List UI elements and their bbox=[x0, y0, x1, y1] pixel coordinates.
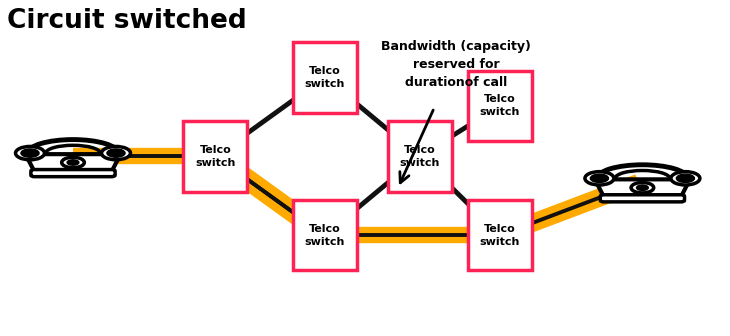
FancyBboxPatch shape bbox=[468, 200, 532, 270]
Circle shape bbox=[15, 146, 45, 160]
Text: Telco
switch: Telco switch bbox=[304, 223, 345, 247]
Circle shape bbox=[61, 157, 84, 168]
Circle shape bbox=[67, 160, 79, 165]
Circle shape bbox=[631, 182, 654, 193]
Text: Telco
switch: Telco switch bbox=[195, 144, 236, 168]
Polygon shape bbox=[595, 179, 690, 197]
Circle shape bbox=[107, 149, 125, 157]
Circle shape bbox=[21, 149, 39, 157]
Text: Bandwidth (capacity)
reserved for
durationof call: Bandwidth (capacity) reserved for durati… bbox=[381, 40, 531, 89]
Polygon shape bbox=[26, 154, 120, 172]
FancyBboxPatch shape bbox=[600, 195, 685, 202]
Circle shape bbox=[637, 185, 648, 191]
FancyBboxPatch shape bbox=[388, 121, 452, 192]
Text: Telco
switch: Telco switch bbox=[399, 144, 440, 168]
FancyBboxPatch shape bbox=[293, 200, 357, 270]
Circle shape bbox=[671, 172, 700, 185]
Circle shape bbox=[585, 172, 614, 185]
FancyBboxPatch shape bbox=[31, 170, 115, 177]
FancyBboxPatch shape bbox=[293, 42, 357, 113]
Text: Telco
switch: Telco switch bbox=[480, 94, 520, 118]
Text: Circuit switched: Circuit switched bbox=[7, 8, 247, 34]
Text: Telco
switch: Telco switch bbox=[304, 66, 345, 89]
Circle shape bbox=[101, 146, 131, 160]
FancyBboxPatch shape bbox=[468, 71, 532, 141]
Circle shape bbox=[676, 174, 694, 182]
FancyBboxPatch shape bbox=[183, 121, 247, 192]
Circle shape bbox=[591, 174, 609, 182]
Text: Telco
switch: Telco switch bbox=[480, 223, 520, 247]
